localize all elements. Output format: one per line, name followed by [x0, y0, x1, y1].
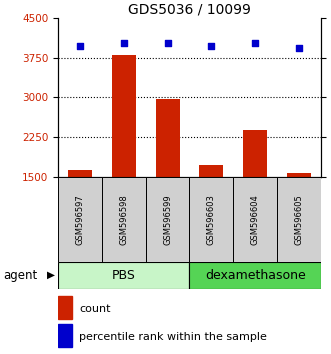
Text: count: count: [79, 304, 111, 314]
Text: GSM596599: GSM596599: [163, 194, 172, 245]
Text: PBS: PBS: [112, 269, 136, 282]
Text: GSM596597: GSM596597: [75, 194, 84, 245]
Point: [253, 40, 258, 46]
Point: [77, 44, 82, 49]
Text: GSM596605: GSM596605: [295, 194, 304, 245]
Point: [209, 44, 214, 49]
Bar: [68, 170, 92, 177]
Title: GDS5036 / 10099: GDS5036 / 10099: [128, 2, 251, 17]
Bar: [189, 262, 321, 289]
Bar: [58, 262, 189, 289]
Bar: [189, 177, 233, 262]
Text: GSM596604: GSM596604: [251, 194, 260, 245]
Text: GSM596598: GSM596598: [119, 194, 128, 245]
Point: [121, 40, 126, 46]
Text: GSM596603: GSM596603: [207, 194, 216, 245]
Text: ▶: ▶: [47, 270, 55, 280]
Bar: [58, 177, 102, 262]
Bar: [233, 177, 277, 262]
Bar: [58, 296, 72, 319]
Text: dexamethasone: dexamethasone: [205, 269, 306, 282]
Text: agent: agent: [3, 269, 37, 282]
Bar: [243, 130, 267, 177]
Bar: [287, 173, 311, 177]
Text: percentile rank within the sample: percentile rank within the sample: [79, 332, 267, 342]
Bar: [112, 55, 136, 177]
Point: [165, 40, 170, 46]
Bar: [277, 177, 321, 262]
Bar: [102, 177, 146, 262]
Point: [297, 45, 302, 51]
Bar: [199, 165, 223, 177]
Bar: [58, 324, 72, 347]
Bar: [156, 99, 180, 177]
Bar: [146, 177, 189, 262]
